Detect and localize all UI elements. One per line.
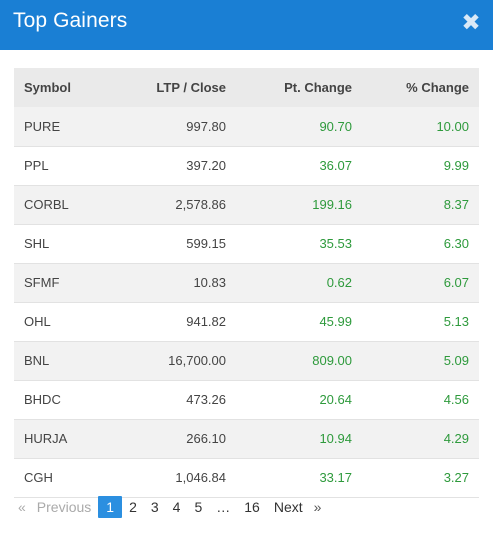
previous-page-link[interactable]: Previous xyxy=(36,499,92,515)
cell-pct-change: 6.30 xyxy=(443,236,469,251)
column-header-pct-change[interactable]: % Change xyxy=(406,80,469,95)
table-row: HURJA 266.10 10.94 4.29 xyxy=(14,419,479,458)
cell-pct-change: 5.09 xyxy=(443,353,469,368)
cell-symbol: CORBL xyxy=(24,197,69,212)
cell-ltp: 397.20 xyxy=(186,158,226,173)
cell-pct-change: 6.07 xyxy=(443,275,469,290)
cell-pt-change: 0.62 xyxy=(326,275,352,290)
cell-ltp: 1,046.84 xyxy=(175,470,226,485)
previous-arrow-icon[interactable]: « xyxy=(18,499,26,515)
cell-pct-change: 3.27 xyxy=(443,470,469,485)
cell-symbol: BNL xyxy=(24,353,50,368)
page-link-3[interactable]: 3 xyxy=(150,499,159,515)
cell-pt-change: 20.64 xyxy=(319,392,352,407)
gainers-table-container: Symbol LTP / Close Pt. Change % Change P… xyxy=(14,68,479,498)
cell-ltp: 16,700.00 xyxy=(168,353,226,368)
cell-pct-change: 4.29 xyxy=(443,431,469,446)
cell-ltp: 997.80 xyxy=(186,118,226,134)
gainers-table: Symbol LTP / Close Pt. Change % Change P… xyxy=(14,68,479,498)
cell-pct-change: 8.37 xyxy=(443,197,469,212)
cell-pt-change: 35.53 xyxy=(319,236,352,251)
cell-ltp: 10.83 xyxy=(193,275,226,290)
table-row: SFMF 10.83 0.62 6.07 xyxy=(14,263,479,302)
cell-pt-change: 10.94 xyxy=(319,431,352,446)
table-header-row: Symbol LTP / Close Pt. Change % Change xyxy=(14,68,479,107)
page-link-16[interactable]: 16 xyxy=(244,499,260,515)
cell-pt-change: 809.00 xyxy=(312,353,352,368)
column-header-ltp[interactable]: LTP / Close xyxy=(156,80,226,95)
cell-pct-change: 10.00 xyxy=(436,118,469,134)
page-link-1[interactable]: 1 xyxy=(98,496,123,518)
close-icon[interactable]: ✖ xyxy=(461,9,481,35)
column-header-symbol[interactable]: Symbol xyxy=(24,80,71,95)
modal-header: Top Gainers ✖ xyxy=(0,0,493,50)
page-link-2[interactable]: 2 xyxy=(129,499,137,515)
cell-pct-change: 4.56 xyxy=(443,392,469,407)
table-row: PPL 397.20 36.07 9.99 xyxy=(14,146,479,185)
cell-pt-change: 45.99 xyxy=(319,314,352,329)
column-header-pt-change[interactable]: Pt. Change xyxy=(284,80,352,95)
cell-pt-change: 90.70 xyxy=(319,118,352,134)
cell-pt-change: 33.17 xyxy=(319,470,352,485)
cell-pct-change: 9.99 xyxy=(443,158,469,173)
cell-ltp: 266.10 xyxy=(186,431,226,446)
modal-title: Top Gainers xyxy=(13,9,128,32)
cell-symbol: OHL xyxy=(24,314,51,329)
table-row: PURE 997.80 90.70 10.00 xyxy=(14,107,479,146)
next-arrow-icon[interactable]: » xyxy=(313,499,322,515)
table-row: BHDC 473.26 20.64 4.56 xyxy=(14,380,479,419)
cell-ltp: 941.82 xyxy=(186,314,226,329)
cell-ltp: 599.15 xyxy=(186,236,226,251)
page-ellipsis: … xyxy=(216,499,231,515)
cell-pt-change: 36.07 xyxy=(319,158,352,173)
cell-symbol: SHL xyxy=(24,236,50,251)
cell-symbol: SFMF xyxy=(24,275,60,290)
table-row: BNL 16,700.00 809.00 5.09 xyxy=(14,341,479,380)
cell-symbol: PURE xyxy=(24,118,61,134)
table-row: SHL 599.15 35.53 6.30 xyxy=(14,224,479,263)
cell-symbol: CGH xyxy=(24,470,53,485)
pagination: « Previous 1 2 3 4 5 … 16 Next » xyxy=(14,496,479,518)
page-link-5[interactable]: 5 xyxy=(194,499,203,515)
table-row: CGH 1,046.84 33.17 3.27 xyxy=(14,458,479,497)
cell-symbol: HURJA xyxy=(24,431,68,446)
table-row: OHL 941.82 45.99 5.13 xyxy=(14,302,479,341)
page-link-4[interactable]: 4 xyxy=(172,499,181,515)
cell-symbol: PPL xyxy=(24,158,49,173)
cell-symbol: BHDC xyxy=(24,392,61,407)
next-page-link[interactable]: Next xyxy=(273,499,303,515)
cell-pct-change: 5.13 xyxy=(443,314,469,329)
cell-ltp: 2,578.86 xyxy=(175,197,226,212)
table-row: CORBL 2,578.86 199.16 8.37 xyxy=(14,185,479,224)
cell-pt-change: 199.16 xyxy=(312,197,352,212)
cell-ltp: 473.26 xyxy=(186,392,226,407)
